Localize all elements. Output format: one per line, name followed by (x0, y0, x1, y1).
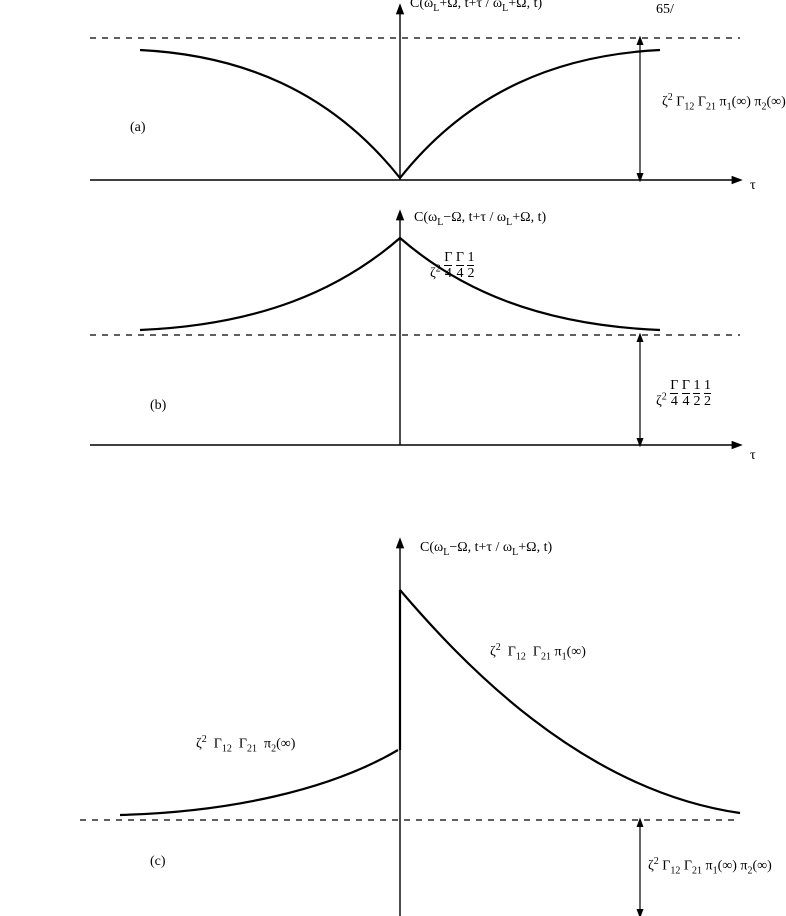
c-curve-right (400, 590, 740, 813)
panel-c (80, 540, 740, 916)
b-amp-label: ζ2 Γ4 Γ4 12 12 (656, 378, 711, 410)
b-peak-label: ζ2 Γ4 Γ4 12 (430, 250, 474, 282)
a-ytitle: C(ωL+Ω, t+τ / ωL+Ω, t) (410, 0, 542, 14)
figure-svg (0, 0, 786, 916)
b-xlabel: τ (750, 448, 756, 464)
panel-b (90, 212, 740, 445)
b-label: (b) (150, 398, 166, 414)
a-amp-label: ζ2 Γ12 Γ21 π1(∞) π2(∞) (662, 92, 786, 112)
a-xlabel: τ (750, 178, 756, 194)
b-ytitle: C(ωL−Ω, t+τ / ωL+Ω, t) (414, 210, 546, 228)
c-left-label: ζ2 Γ12 Γ21 π2(∞) (196, 734, 295, 754)
c-amp-label: ζ2 Γ12 Γ21 π1(∞) π2(∞) (648, 856, 772, 876)
panel-a (90, 6, 740, 180)
page: 65/ C(ωL+Ω, t+τ / ωL+Ω, t) (a) ζ2 Γ12 Γ2… (0, 0, 786, 916)
c-right-label: ζ2 Γ12 Γ21 π1(∞) (490, 642, 586, 662)
page-number: 65/ (656, 2, 674, 18)
c-label: (c) (150, 854, 166, 870)
c-curve-left (120, 750, 398, 815)
c-ytitle: C(ωL−Ω, t+τ / ωL+Ω, t) (420, 540, 552, 558)
a-label: (a) (130, 120, 146, 136)
